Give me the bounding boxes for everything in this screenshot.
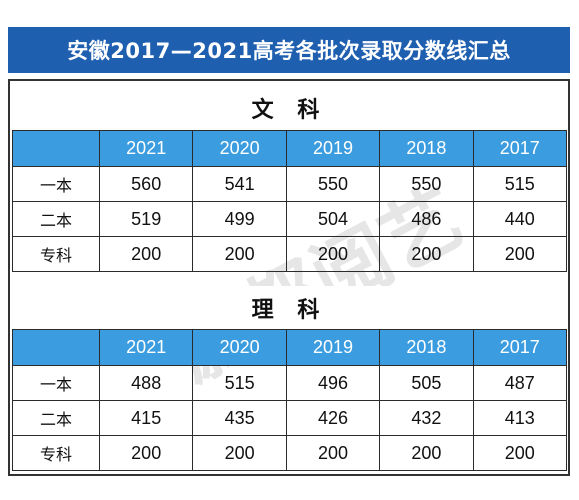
row-label: 二本 xyxy=(12,201,100,237)
table-row: 一本 488 515 496 505 487 xyxy=(12,365,568,401)
score-cell: 200 xyxy=(472,435,568,471)
score-cell: 504 xyxy=(285,201,381,237)
score-cell: 486 xyxy=(379,201,474,237)
score-cell: 415 xyxy=(98,400,194,436)
header-cell: 2017 xyxy=(472,130,568,167)
score-cell: 515 xyxy=(472,166,568,202)
score-cell: 200 xyxy=(285,236,381,272)
section-title-like: 理 科 xyxy=(12,286,567,330)
score-cell: 488 xyxy=(98,365,194,401)
table-row: 专科 200 200 200 200 200 xyxy=(12,435,568,471)
header-cell xyxy=(12,329,100,366)
table-frame xyxy=(8,79,570,476)
score-table-like: 2021 2020 2019 2018 2017 一本 488 515 496 … xyxy=(12,329,568,471)
score-cell: 200 xyxy=(98,236,194,272)
score-cell: 560 xyxy=(98,166,194,202)
score-table-wenke: 2021 2020 2019 2018 2017 一本 560 541 550 … xyxy=(12,130,568,272)
table-row: 二本 519 499 504 486 440 xyxy=(12,201,568,237)
score-cell: 200 xyxy=(472,236,568,272)
score-cell: 200 xyxy=(285,435,381,471)
score-cell: 515 xyxy=(192,365,287,401)
header-cell: 2020 xyxy=(192,130,287,167)
table-header-row: 2021 2020 2019 2018 2017 xyxy=(12,130,568,167)
table-header-row: 2021 2020 2019 2018 2017 xyxy=(12,329,568,366)
score-cell: 550 xyxy=(285,166,381,202)
header-cell xyxy=(12,130,100,167)
header-cell: 2020 xyxy=(192,329,287,366)
header-cell: 2019 xyxy=(285,130,381,167)
score-cell: 435 xyxy=(192,400,287,436)
header-cell: 2021 xyxy=(98,329,194,366)
score-cell: 440 xyxy=(472,201,568,237)
header-cell: 2018 xyxy=(379,329,474,366)
table-row: 一本 560 541 550 550 515 xyxy=(12,166,568,202)
header-cell: 2021 xyxy=(98,130,194,167)
header-cell: 2017 xyxy=(472,329,568,366)
row-label: 专科 xyxy=(12,236,100,272)
score-cell: 499 xyxy=(192,201,287,237)
score-cell: 496 xyxy=(285,365,381,401)
score-cell: 200 xyxy=(379,435,474,471)
row-label: 一本 xyxy=(12,365,100,401)
table-row: 二本 415 435 426 432 413 xyxy=(12,400,568,436)
header-cell: 2019 xyxy=(285,329,381,366)
row-label: 一本 xyxy=(12,166,100,202)
score-cell: 200 xyxy=(192,435,287,471)
row-label: 二本 xyxy=(12,400,100,436)
score-cell: 200 xyxy=(98,435,194,471)
score-cell: 487 xyxy=(472,365,568,401)
header-cell: 2018 xyxy=(379,130,474,167)
score-cell: 519 xyxy=(98,201,194,237)
score-cell: 426 xyxy=(285,400,381,436)
score-cell: 432 xyxy=(379,400,474,436)
score-cell: 200 xyxy=(379,236,474,272)
row-label: 专科 xyxy=(12,435,100,471)
table-row: 专科 200 200 200 200 200 xyxy=(12,236,568,272)
score-cell: 413 xyxy=(472,400,568,436)
score-cell: 505 xyxy=(379,365,474,401)
score-cell: 550 xyxy=(379,166,474,202)
section-title-wenke: 文 科 xyxy=(12,86,567,130)
score-cell: 200 xyxy=(192,236,287,272)
score-cell: 541 xyxy=(192,166,287,202)
page-title: 安徽2017—2021高考各批次录取分数线汇总 xyxy=(8,27,570,73)
